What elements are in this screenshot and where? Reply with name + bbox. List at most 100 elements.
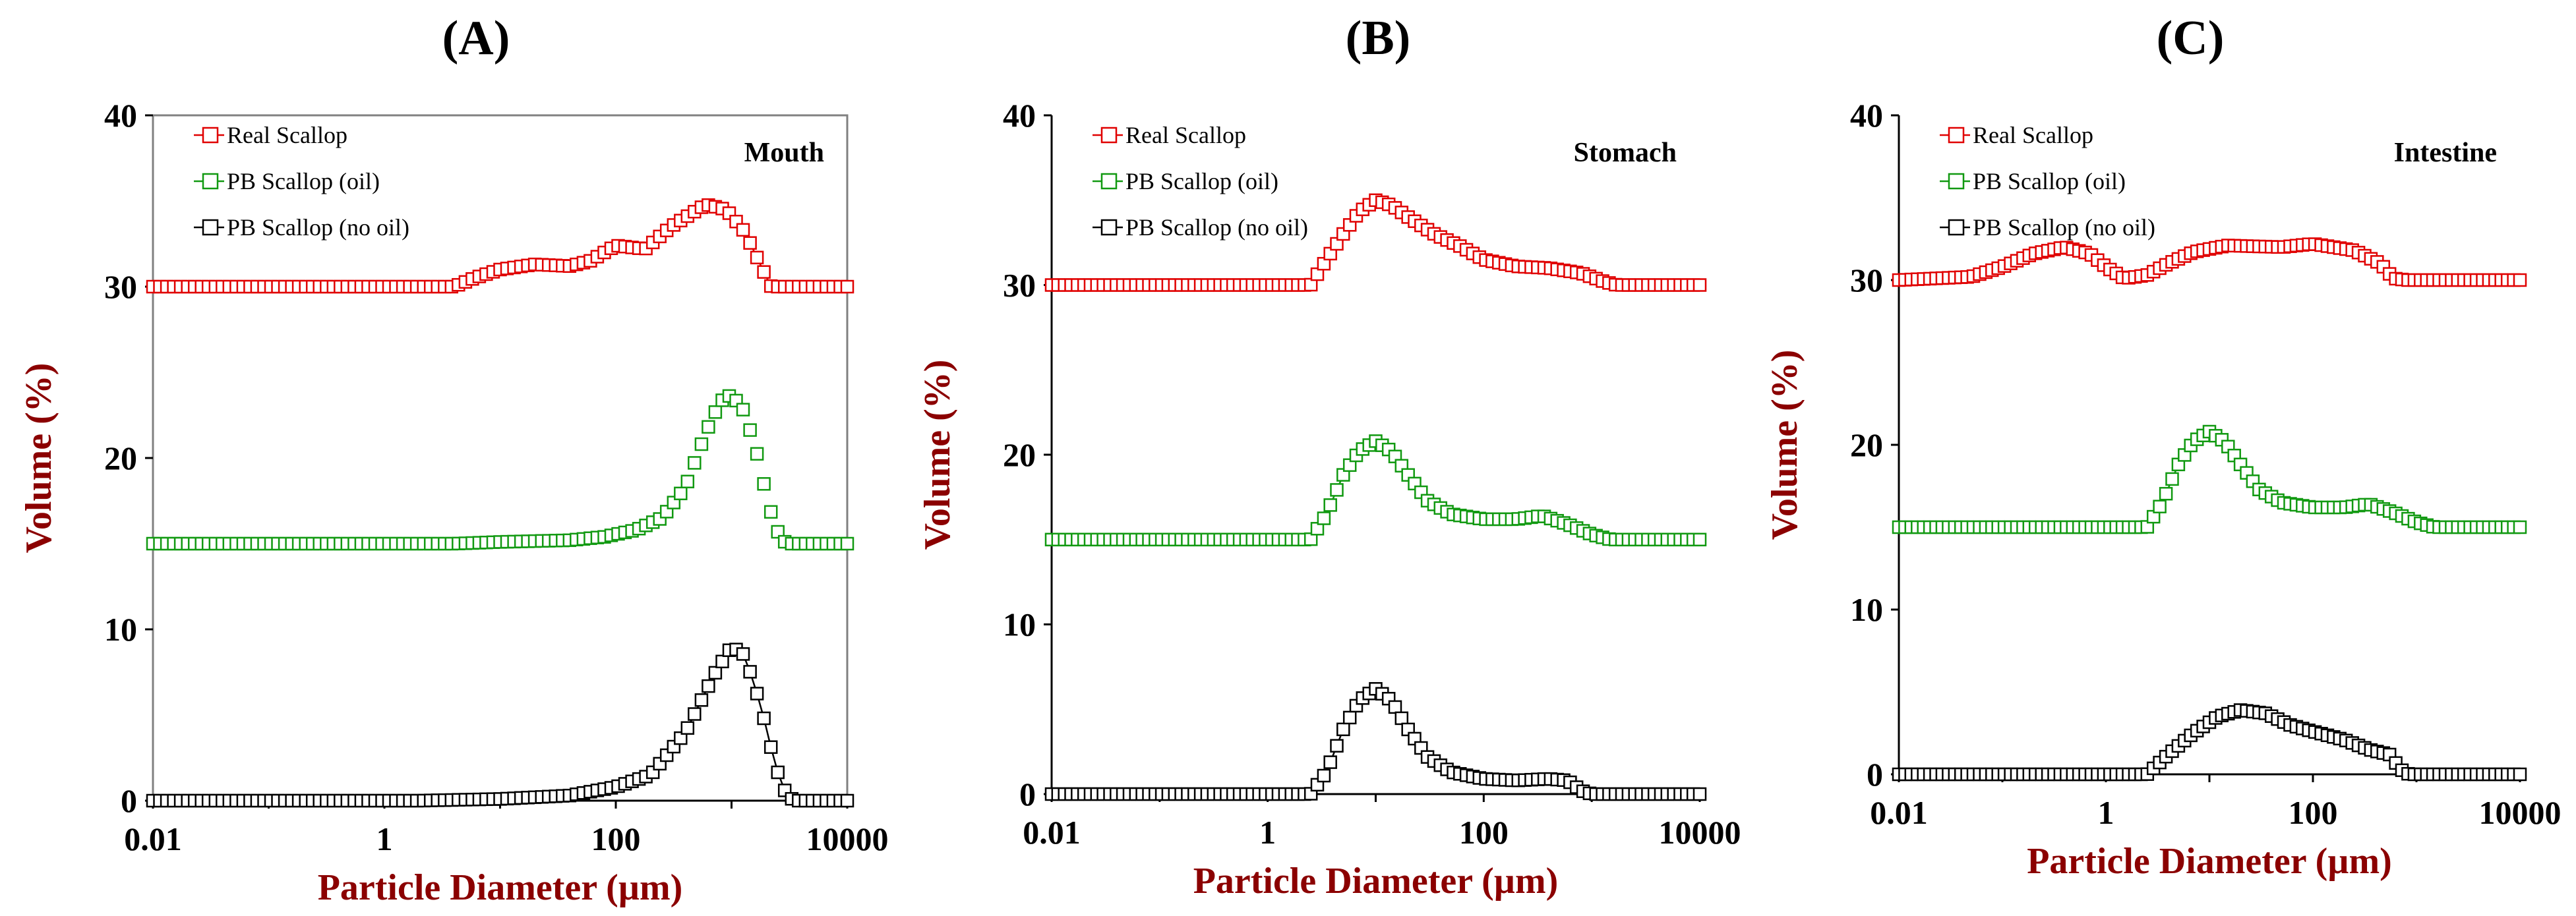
panel-c-xtick-label: 100 [2289,794,2338,831]
panel-b-label: (B) [1346,11,1411,65]
panel-b: (B) 0 10 20 30 40 0.01 1 100 10000 Particle Diame… [917,11,1741,902]
panel-a-xtick-label: 0.01 [124,820,182,857]
panel-a-data-point [743,423,757,437]
panel-a-xtick-label: 10000 [806,820,889,857]
panel-a-xtick-label: 1 [376,820,393,857]
panel-a-ytick-label: 10 [104,611,137,648]
panel-a-data-point [750,250,764,265]
panel-b-x-axis-title: Particle Diameter (µm) [1193,861,1559,902]
panel-a-legend-label: Real Scallop [227,122,347,148]
panel-a-data-point [764,740,778,754]
panel-a-data-point [750,447,764,461]
panel-a-x-axis-title: Particle Diameter (µm) [318,867,683,908]
panel-b-data-point [1692,787,1707,801]
panel-b-legend-label: Real Scallop [1125,122,1246,148]
panel-a-data-point [736,647,750,661]
panel-a-legend-marker [202,127,219,144]
panel-c-data-point [2165,472,2179,486]
panel-a-series-line [153,648,847,802]
panel-b-data-point [1692,532,1707,547]
panel-a-data-point [750,687,764,701]
panel-a-data-point [708,405,723,419]
panel-a-data-point [674,486,688,501]
panel-a-ytick-label: 0 [121,782,137,819]
panel-a: (A) 0 10 20 30 40 0.01 1 100 10000 Particle Diame… [18,11,889,908]
panel-a-ytick-label: 40 [104,97,137,134]
panel-a-legend-label: PB Scallop (oil) [227,168,380,194]
panel-a-data-point [688,707,702,721]
panel-c-ytick-label: 40 [1850,97,1883,134]
panel-a-data-point [757,711,771,726]
panel-a-legend-label: PB Scallop (no oil) [227,214,409,241]
panel-a-data-point [771,765,785,780]
panel-c-legend-label: PB Scallop (no oil) [1973,214,2155,241]
panel-b-legend-label: PB Scallop (no oil) [1125,214,1308,241]
panel-b-xtick-label: 10000 [1659,814,1741,851]
panel-a-data-point [674,731,688,745]
panel-c-legend-marker [1948,219,1965,236]
panel-c-xtick-label: 1 [2098,794,2114,831]
panel-b-data-point [1330,483,1344,497]
panel-c-ytick-label: 10 [1850,591,1883,628]
panel-c-series-1 [1892,424,2527,534]
panel-b-series-line [1052,440,1700,541]
panel-b-legend-marker [1100,127,1118,144]
panel-a-data-point [736,403,750,416]
panel-a-legend-marker [202,219,219,236]
panel-b-xtick-label: 0.01 [1023,814,1081,851]
panel-a-data-point [771,525,785,539]
panel-a-ytick-label: 20 [104,440,137,476]
panel-a-data-point [694,437,709,451]
panel-c-data-point [2153,500,2167,513]
panel-b-series-2 [1044,682,1707,801]
panel-b-series-1 [1044,434,1707,547]
panel-b-data-point [1394,711,1409,726]
panel-a-data-point [840,793,854,808]
panel-a-data-point [764,505,778,519]
panel-a-y-axis-title: Volume (%) [18,363,59,554]
panel-b-xtick-label: 100 [1459,814,1509,851]
panel-c-data-point [2513,273,2527,287]
panel-c-ytick-label: 20 [1850,426,1883,463]
panel-c-xtick-label: 10000 [2479,794,2561,831]
panel-c-legend-marker [1948,173,1965,190]
panel-c-data-point [2513,520,2527,534]
panel-b-data-point [1317,768,1331,783]
panel-b-series-line [1052,687,1700,795]
panel-a-ytick-label: 30 [104,268,137,305]
panel-b-ytick-label: 20 [1003,436,1036,473]
panel-a-data-point [680,474,695,488]
panel-b-data-point [1336,722,1350,737]
panel-b-data-point [1323,755,1337,769]
panel-a-data-point [757,477,771,491]
panel-c-data-point [2513,767,2527,782]
panel-a-data-point [708,666,723,680]
panel-a-data-point [680,721,695,735]
panel-a-data-point [715,654,729,669]
panel-b-data-point [1692,278,1707,292]
panel-c-series-line [1899,430,2520,529]
panel-c-data-point [2159,486,2173,501]
panel-a-data-point [702,420,715,434]
panel-c-label: (C) [2157,11,2225,65]
panel-a-stage-label: Mouth [744,138,824,168]
panel-a-series-2 [146,643,854,808]
panel-a-data-point [688,456,702,470]
panel-c-legend-label: Real Scallop [1973,122,2093,148]
panel-c-stage-label: Intestine [2394,138,2497,168]
panel-c-ytick-label: 30 [1850,262,1883,299]
panel-a-data-point [743,665,757,679]
panel-c: (C) 0 10 20 30 40 0.01 1 100 10000 Particle Diame… [1764,11,2561,882]
panel-a-label: (A) [442,11,510,65]
panel-c-ytick-label: 0 [1867,756,1883,793]
panel-a-legend: Real Scallop PB Scallop (oil) PB Scallop (… [194,122,409,241]
panel-b-data-point [1330,739,1344,753]
panel-b-series-0 [1044,193,1707,292]
panel-a-series-0 [146,198,854,294]
panel-a-series-1 [146,389,854,551]
panel-b-legend-marker [1100,173,1118,190]
panel-b-legend: Real Scallop PB Scallop (oil) PB Scallop (… [1093,122,1308,241]
panel-b-ytick-label: 30 [1003,267,1036,304]
panel-a-data-point [840,279,854,294]
